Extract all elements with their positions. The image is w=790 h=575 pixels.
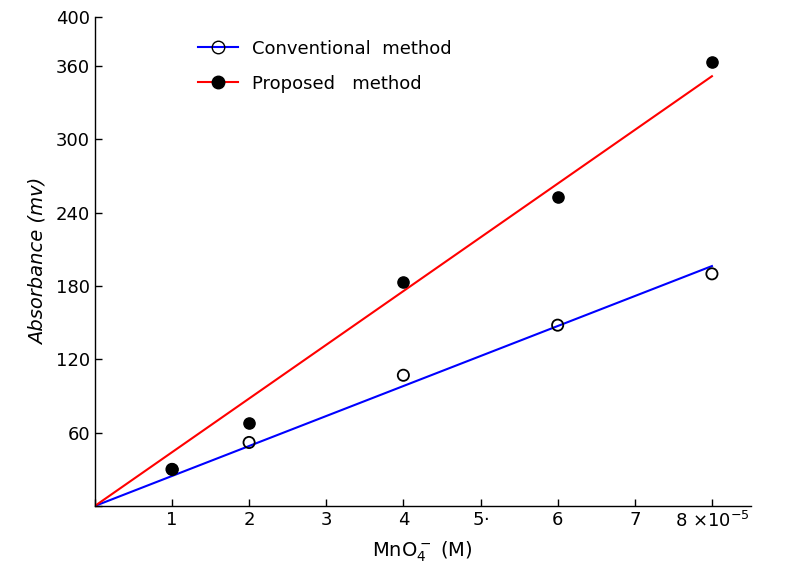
X-axis label: MnO$_4^-$ (M): MnO$_4^-$ (M) xyxy=(372,539,473,564)
Point xyxy=(166,465,179,474)
Point xyxy=(705,269,718,278)
Point xyxy=(397,278,410,287)
Point xyxy=(243,419,255,428)
Point xyxy=(397,371,410,380)
Legend: Conventional  method, Proposed   method: Conventional method, Proposed method xyxy=(189,31,461,102)
Point xyxy=(243,438,255,447)
Point xyxy=(705,58,718,67)
Point xyxy=(551,192,564,201)
Point xyxy=(166,465,179,474)
Y-axis label: Absorbance (mv): Absorbance (mv) xyxy=(28,178,47,345)
Point xyxy=(551,320,564,329)
